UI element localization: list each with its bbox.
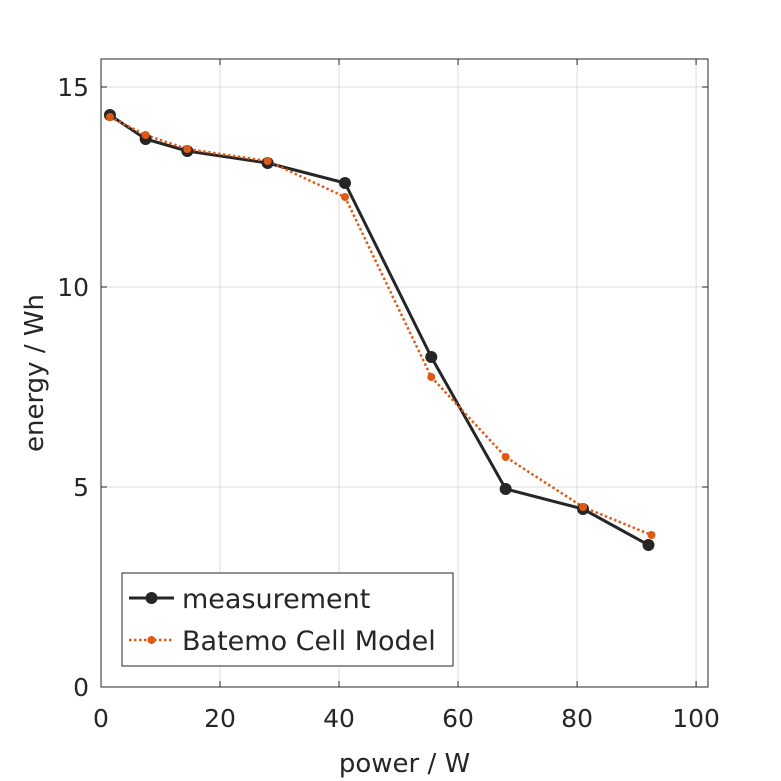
data-point-batemo	[105, 113, 114, 121]
series-layer	[103, 109, 656, 551]
data-point-batemo	[427, 373, 436, 381]
legend-label-batemo: Batemo Cell Model	[182, 626, 436, 657]
data-point-measurement	[338, 177, 351, 189]
x-axis-label: power / W	[339, 749, 470, 779]
x-tick-label: 80	[561, 704, 593, 733]
data-point-batemo	[183, 145, 192, 153]
legend: measurement Batemo Cell Model	[121, 572, 454, 667]
y-tick-label: 15	[57, 73, 89, 102]
data-point-batemo	[579, 503, 588, 511]
data-point-batemo	[263, 157, 272, 165]
y-tick-label: 0	[73, 673, 89, 702]
y-axis-label: energy / Wh	[20, 294, 50, 452]
legend-box	[121, 572, 454, 667]
x-tick-label: 0	[93, 704, 109, 733]
y-tick-label: 10	[57, 273, 89, 302]
plot-frame	[100, 58, 709, 688]
tick-labels: 0 20 40 60 80 100 0 5 10 15	[57, 73, 720, 733]
x-tick-label: 20	[204, 704, 236, 733]
data-point-batemo	[340, 193, 349, 201]
y-tick-label: 5	[73, 473, 89, 502]
legend-marker-measurement	[145, 592, 158, 604]
data-point-batemo	[647, 531, 656, 539]
data-point-measurement	[642, 539, 655, 551]
data-point-batemo	[141, 131, 150, 139]
x-tick-label: 60	[442, 704, 474, 733]
x-tick-label: 100	[672, 704, 720, 733]
data-point-measurement	[499, 483, 512, 495]
data-point-batemo	[501, 453, 510, 461]
legend-label-measurement: measurement	[182, 584, 370, 615]
x-tick-label: 40	[323, 704, 355, 733]
legend-marker-batemo	[147, 636, 156, 644]
data-point-measurement	[425, 351, 438, 363]
